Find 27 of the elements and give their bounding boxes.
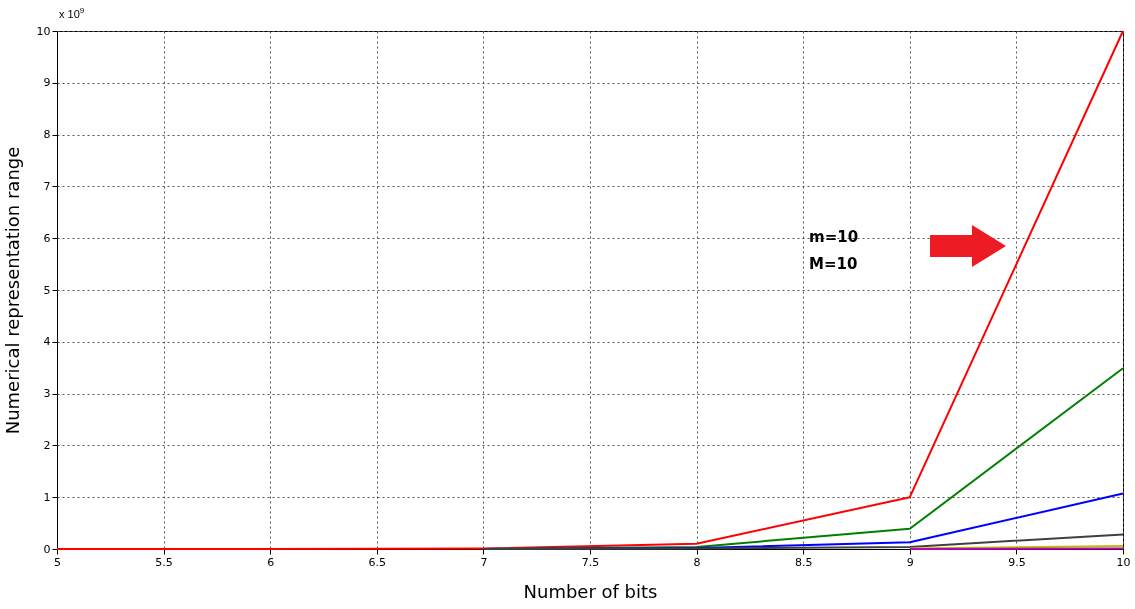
x-tick-label: 6.5 bbox=[368, 555, 387, 569]
y-tick-label: 1 bbox=[43, 490, 51, 504]
x-tick-label: 8.5 bbox=[794, 555, 813, 569]
y-tick-label: 4 bbox=[43, 335, 51, 349]
y-tick-label: 6 bbox=[43, 231, 51, 245]
text: x 10$^{9}$ bbox=[59, 6, 85, 20]
y-axis-title: Numerical representation range bbox=[1, 146, 23, 435]
x-tick-label: 9 bbox=[906, 555, 914, 569]
y-tick-label: 2 bbox=[43, 438, 51, 452]
x-tick-label: 7.5 bbox=[581, 555, 600, 569]
x-tick-label: 9.5 bbox=[1008, 555, 1026, 569]
y-tick-label: 7 bbox=[43, 179, 51, 193]
y-tick-label: 10 bbox=[36, 24, 51, 38]
y-tick-label: 0 bbox=[43, 542, 51, 556]
y-tick-label: 9 bbox=[43, 76, 51, 90]
x-tick-label: 7 bbox=[480, 555, 488, 569]
annotation: m=10 M=10 bbox=[809, 228, 859, 273]
y-tick-label: 8 bbox=[43, 128, 51, 142]
x-tick-label: 5 bbox=[54, 555, 61, 569]
line-series bbox=[482, 533, 1124, 550]
y-tick-label: 5 bbox=[43, 283, 51, 297]
x-tick-label: 8 bbox=[693, 555, 701, 569]
x-axis-title: Number of bits bbox=[523, 580, 658, 602]
y-tick-label: 3 bbox=[43, 387, 51, 401]
x-tick-label: 5.5 bbox=[155, 555, 173, 569]
x-tick-label: 10 bbox=[1116, 555, 1131, 569]
x-tick-label: 6 bbox=[267, 555, 275, 569]
